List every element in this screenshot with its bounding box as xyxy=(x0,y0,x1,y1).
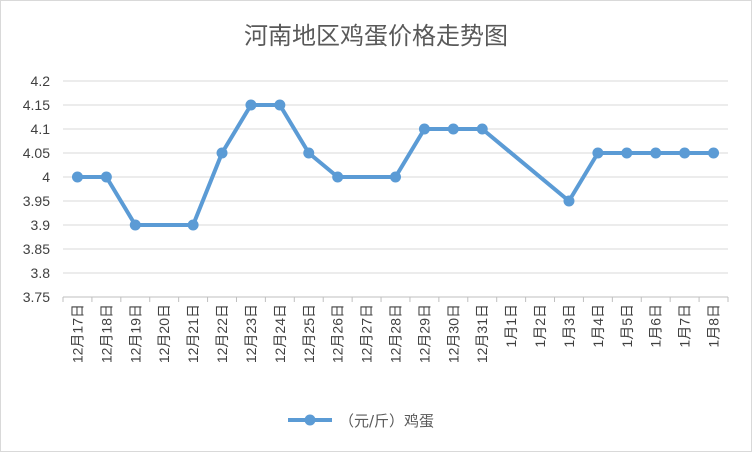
x-tick-label: 12月24日 xyxy=(272,304,288,363)
x-tick-label: 1月4日 xyxy=(590,304,606,348)
data-point xyxy=(476,123,488,135)
x-tick-label: 1月8日 xyxy=(706,304,722,348)
x-tick-label: 12月22日 xyxy=(214,304,230,363)
y-tick-label: 3.9 xyxy=(31,217,51,233)
x-tick-label: 12月25日 xyxy=(301,304,317,363)
data-point xyxy=(447,123,459,135)
data-point xyxy=(303,147,315,159)
data-point xyxy=(100,171,112,183)
y-tick-label: 4 xyxy=(42,169,50,185)
data-point xyxy=(418,123,430,135)
x-axis: 12月17日 12月18日 12月19日 12月20日 12月21日 12月22日 12月2… xyxy=(62,296,729,363)
x-tick-label: 1月6日 xyxy=(648,304,664,348)
x-tick-label: 12月18日 xyxy=(98,304,114,363)
y-axis-tick-labels: 4.2 4.15 4.1 4.05 4 3.95 3.9 3.85 3.8 3.75 xyxy=(23,73,50,305)
data-point xyxy=(563,195,575,207)
y-tick-label: 3.85 xyxy=(23,241,50,257)
data-point xyxy=(245,99,257,111)
data-point xyxy=(621,147,633,159)
x-tick-label: 12月17日 xyxy=(69,304,85,363)
data-point xyxy=(592,147,604,159)
data-point xyxy=(650,147,662,159)
series-line xyxy=(75,103,716,227)
x-tick-label: 12月19日 xyxy=(127,304,143,363)
data-point xyxy=(708,147,720,159)
data-point xyxy=(274,99,286,111)
legend-label: （元/斤）鸡蛋 xyxy=(339,412,434,430)
x-tick-label: 12月21日 xyxy=(185,304,201,363)
x-tick-label: 12月28日 xyxy=(388,304,404,363)
y-tick-label: 4.05 xyxy=(23,145,50,161)
x-tick-label: 12月30日 xyxy=(445,304,461,363)
y-tick-label: 3.95 xyxy=(23,193,50,209)
x-tick-label: 12月20日 xyxy=(156,304,172,363)
x-tick-label: 1月2日 xyxy=(532,304,548,348)
series-layer xyxy=(71,99,720,231)
x-tick-label: 1月7日 xyxy=(677,304,693,348)
chart-title: 河南地区鸡蛋价格走势图 xyxy=(244,22,508,50)
y-tick-label: 4.1 xyxy=(31,121,51,137)
data-point xyxy=(216,147,228,159)
x-tick-label: 12月29日 xyxy=(416,304,432,363)
legend: （元/斤）鸡蛋 xyxy=(288,412,434,430)
x-tick-label: 12月26日 xyxy=(330,304,346,363)
x-tick-label: 12月31日 xyxy=(474,304,490,363)
x-tick-label: 12月27日 xyxy=(359,304,375,363)
data-point xyxy=(390,171,401,183)
x-tick-label: 1月5日 xyxy=(619,304,635,348)
legend-point-marker xyxy=(304,414,316,426)
data-point xyxy=(71,171,83,183)
data-point xyxy=(332,171,344,183)
y-tick-label: 4.2 xyxy=(31,73,51,89)
x-tick-label: 1月3日 xyxy=(561,304,577,348)
x-tick-label: 12月23日 xyxy=(243,304,259,363)
y-tick-label: 4.15 xyxy=(23,97,50,113)
gridlines xyxy=(63,80,728,298)
data-point xyxy=(679,147,691,159)
y-tick-label: 3.75 xyxy=(23,289,50,305)
data-point xyxy=(187,219,199,231)
y-tick-label: 3.8 xyxy=(31,265,51,281)
data-point xyxy=(129,219,141,231)
x-tick-label: 1月1日 xyxy=(503,304,519,348)
